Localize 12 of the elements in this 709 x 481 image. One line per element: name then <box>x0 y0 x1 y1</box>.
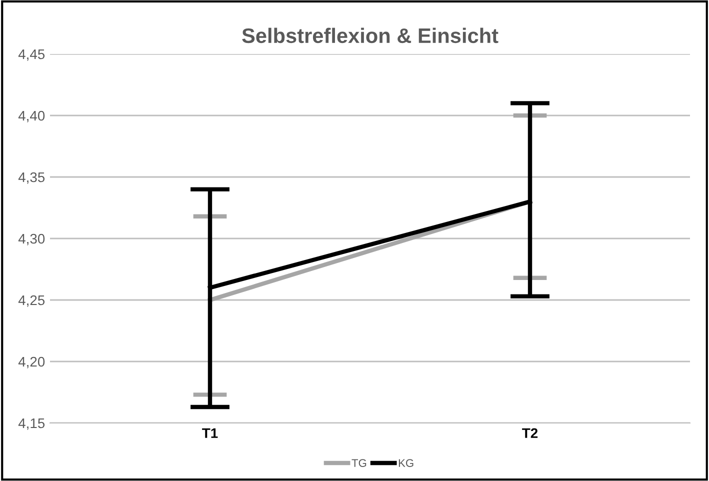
y-tick-label: 4,35 <box>18 172 45 184</box>
x-tick-label: T2 <box>522 428 538 438</box>
y-tick-label: 4,40 <box>18 110 45 122</box>
chart-title: Selbstreflexion & Einsicht <box>242 28 498 44</box>
y-tick-label: 4,25 <box>18 295 45 307</box>
y-tick-label: 4,15 <box>18 418 45 430</box>
y-tick-label: 4,30 <box>18 234 45 246</box>
legend-label: KG <box>398 459 414 467</box>
x-tick-label: T1 <box>202 428 218 438</box>
legend-label: TG <box>352 459 366 467</box>
y-tick-label: 4,45 <box>18 49 45 61</box>
y-tick-label: 4,20 <box>18 356 45 368</box>
